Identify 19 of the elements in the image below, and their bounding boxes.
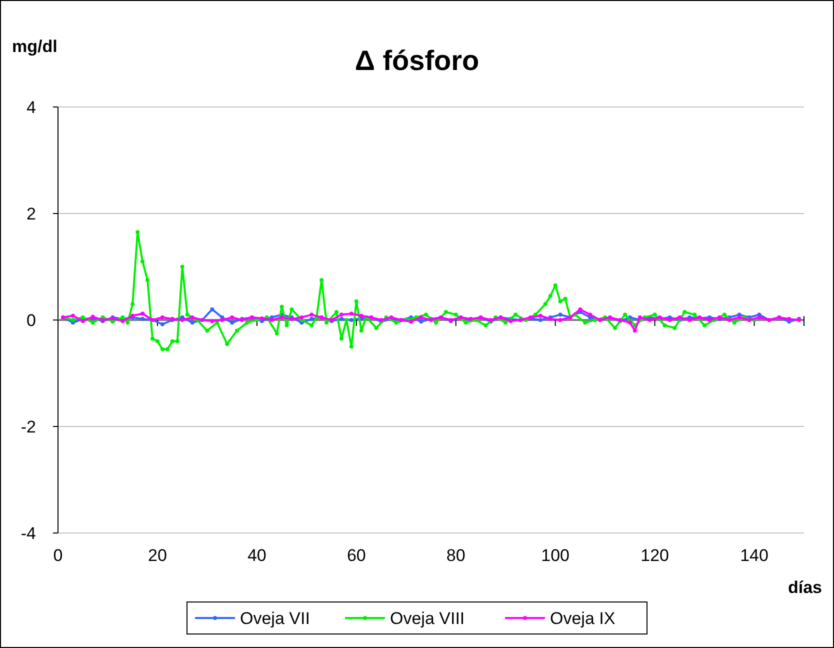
legend-label: Oveja IX [550,608,616,628]
y-tick-label: 0 [26,310,36,330]
x-axis-title: días [788,578,822,597]
x-tick-label: 40 [247,546,266,565]
y-tick-label: -2 [20,417,36,436]
y-axis-title: mg/dl [12,37,58,56]
y-tick-label: 2 [26,204,36,224]
x-tick-label: 100 [541,546,570,565]
x-tick-label: 120 [640,546,669,565]
x-tick-label: 80 [446,546,466,565]
x-tick-label: 20 [148,546,167,565]
legend-label: Oveja VIII [390,608,465,628]
x-tick-label: 140 [740,546,768,565]
x-tick-label: 0 [53,546,63,565]
y-tick-label: 4 [26,98,36,117]
chart-title: Δ fósforo [354,45,480,76]
y-tick-label: -4 [20,524,36,543]
x-tick-label: 60 [346,546,366,565]
legend-label: Oveja VII [240,608,310,628]
